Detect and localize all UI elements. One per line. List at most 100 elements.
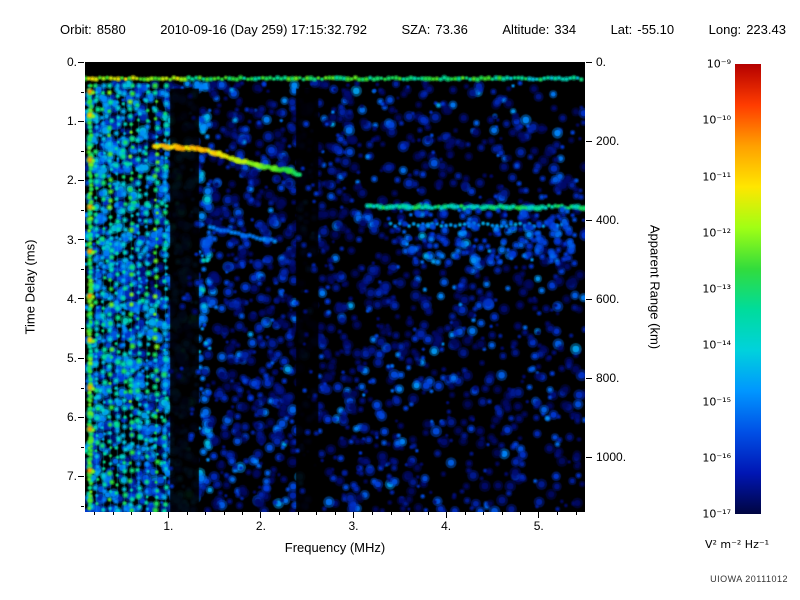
y-minor-tick bbox=[81, 328, 84, 330]
credit-text: UIOWA 20111012 bbox=[710, 574, 788, 584]
y-tick-label: 5. bbox=[66, 351, 77, 366]
orbit-value: 8580 bbox=[96, 22, 126, 37]
y-tick-label: 4. bbox=[66, 291, 77, 306]
lat-label: Lat: bbox=[610, 22, 633, 37]
x-minor-tick bbox=[149, 512, 151, 515]
y-tick bbox=[78, 239, 84, 241]
y-minor-tick bbox=[81, 91, 84, 93]
y2-tick bbox=[586, 377, 592, 379]
orbit-field: Orbit: 8580 bbox=[60, 22, 126, 37]
x-minor-tick bbox=[205, 512, 207, 515]
y2-tick bbox=[586, 61, 592, 63]
colorbar-tick-label: 10⁻⁹ bbox=[706, 57, 731, 71]
y2-tick bbox=[586, 140, 592, 142]
x-minor-tick bbox=[279, 512, 281, 515]
y-tick-label: 2. bbox=[66, 173, 77, 188]
x-tick bbox=[167, 512, 169, 518]
colorbar-tick-label: 10⁻¹¹ bbox=[702, 170, 731, 183]
datetime-value: 2010-09-16 (Day 259) 17:15:32.792 bbox=[160, 22, 367, 37]
y-minor-tick bbox=[81, 506, 84, 508]
lat-field: Lat: -55.10 bbox=[611, 22, 675, 37]
x-tick bbox=[353, 512, 355, 518]
y2-tick-label: 0. bbox=[596, 55, 607, 69]
x-minor-tick bbox=[372, 512, 374, 515]
header: Orbit: 8580 2010-09-16 (Day 259) 17:15:3… bbox=[60, 22, 786, 37]
x-minor-tick bbox=[501, 512, 503, 515]
y-tick bbox=[78, 298, 84, 300]
x-tick-label: 3. bbox=[348, 519, 359, 533]
y-tick bbox=[78, 61, 84, 63]
x-minor-tick bbox=[390, 512, 392, 515]
x-minor-tick bbox=[186, 512, 188, 515]
y-tick bbox=[78, 416, 84, 418]
colorbar-tick-label: 10⁻¹⁴ bbox=[702, 338, 731, 352]
x-minor-tick bbox=[335, 512, 336, 515]
y2-tick-label: 800. bbox=[596, 371, 620, 385]
x-tick-label: 5. bbox=[533, 519, 544, 533]
lat-value: -55.10 bbox=[637, 22, 675, 37]
x-minor-tick bbox=[316, 512, 318, 515]
y2-tick-label: 600. bbox=[596, 292, 620, 306]
x-minor-tick bbox=[464, 512, 466, 515]
spectrogram-plot bbox=[85, 62, 585, 512]
x-minor-tick bbox=[223, 512, 225, 515]
colorbar bbox=[735, 64, 761, 514]
sza-value: 73.36 bbox=[435, 22, 468, 37]
y-tick bbox=[78, 475, 84, 477]
y-minor-tick bbox=[81, 446, 84, 448]
colorbar-tick-label: 10⁻¹⁷ bbox=[702, 507, 731, 521]
x-tick-label: 1. bbox=[163, 519, 174, 533]
x-minor-tick bbox=[112, 512, 114, 515]
y2-tick-label: 200. bbox=[596, 134, 620, 148]
x-minor-tick bbox=[427, 512, 429, 515]
y-tick bbox=[78, 120, 84, 122]
y-tick bbox=[78, 179, 84, 181]
x-minor-tick bbox=[520, 512, 522, 515]
colorbar-tick-label: 10⁻¹⁶ bbox=[702, 451, 731, 465]
colorbar-tick-label: 10⁻¹² bbox=[702, 226, 731, 240]
x-tick-label: 4. bbox=[441, 519, 452, 533]
sza-field: SZA: 73.36 bbox=[401, 22, 467, 37]
y-minor-tick bbox=[81, 269, 84, 271]
spectrogram-canvas bbox=[85, 62, 585, 512]
long-label: Long: bbox=[708, 22, 742, 37]
y-tick bbox=[78, 357, 84, 359]
x-minor-tick bbox=[94, 512, 96, 515]
y2-tick bbox=[586, 456, 592, 458]
x-tick bbox=[538, 512, 540, 518]
y-minor-tick bbox=[81, 210, 84, 212]
long-field: Long: 223.43 bbox=[709, 22, 786, 37]
y-minor-tick bbox=[81, 150, 84, 152]
x-minor-tick bbox=[557, 512, 559, 515]
x-minor-tick bbox=[409, 512, 411, 515]
x-axis-title: Frequency (MHz) bbox=[284, 540, 386, 555]
colorbar-tick-label: 10⁻¹⁰ bbox=[702, 113, 731, 127]
y2-axis-title: Apparent Range (km) bbox=[647, 224, 663, 350]
y-tick-label: 7. bbox=[66, 469, 77, 484]
x-minor-tick bbox=[242, 512, 244, 515]
x-minor-tick bbox=[483, 512, 485, 515]
colorbar-tick-label: 10⁻¹⁵ bbox=[702, 395, 731, 408]
x-tick-label: 2. bbox=[255, 519, 266, 533]
y2-tick bbox=[586, 298, 592, 300]
datetime-field: 2010-09-16 (Day 259) 17:15:32.792 bbox=[160, 22, 367, 37]
y-tick-label: 6. bbox=[66, 410, 77, 425]
x-tick bbox=[445, 512, 447, 518]
y-minor-tick bbox=[81, 387, 84, 389]
altitude-value: 334 bbox=[554, 22, 577, 37]
y-tick-label: 3. bbox=[66, 232, 77, 247]
altitude-field: Altitude: 334 bbox=[502, 22, 576, 37]
sza-label: SZA: bbox=[401, 22, 431, 37]
colorbar-tick-label: 10⁻¹³ bbox=[702, 282, 731, 296]
x-minor-tick bbox=[575, 512, 577, 515]
y-axis-title: Time Delay (ms) bbox=[22, 239, 38, 335]
colorbar-unit-label: V² m⁻² Hz⁻¹ bbox=[704, 538, 770, 551]
y2-tick bbox=[586, 219, 592, 221]
long-value: 223.43 bbox=[746, 22, 786, 37]
x-tick bbox=[260, 512, 262, 518]
x-minor-tick bbox=[131, 512, 133, 515]
x-minor-tick bbox=[297, 512, 299, 515]
orbit-label: Orbit: bbox=[60, 22, 92, 37]
y2-tick-label: 400. bbox=[596, 213, 620, 227]
